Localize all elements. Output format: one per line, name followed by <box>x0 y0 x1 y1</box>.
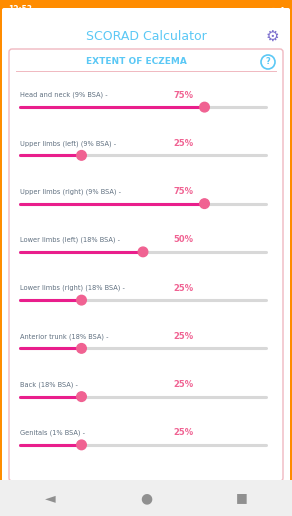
FancyBboxPatch shape <box>2 8 290 484</box>
Text: 25%: 25% <box>173 284 193 293</box>
Text: Lower limbs (right) (18% BSA) -: Lower limbs (right) (18% BSA) - <box>20 285 125 292</box>
Circle shape <box>77 392 86 401</box>
Circle shape <box>77 440 86 449</box>
FancyBboxPatch shape <box>9 49 283 481</box>
Circle shape <box>138 247 148 256</box>
Text: 75%: 75% <box>173 187 193 196</box>
Circle shape <box>200 199 209 208</box>
Text: Lower limbs (left) (18% BSA) -: Lower limbs (left) (18% BSA) - <box>20 237 120 243</box>
Text: ?: ? <box>266 57 270 67</box>
Circle shape <box>261 55 275 69</box>
Bar <box>0 480 292 516</box>
Text: 50%: 50% <box>173 235 193 245</box>
Text: 25%: 25% <box>173 428 193 438</box>
Text: ■: ■ <box>236 492 248 505</box>
Text: Back (18% BSA) -: Back (18% BSA) - <box>20 381 78 388</box>
Text: ⚙: ⚙ <box>265 28 279 43</box>
Text: Upper limbs (right) (9% BSA) -: Upper limbs (right) (9% BSA) - <box>20 188 121 195</box>
Text: hack-cheat.org: hack-cheat.org <box>8 13 67 19</box>
Text: 25%: 25% <box>173 380 193 389</box>
Circle shape <box>77 295 86 305</box>
Text: ◄: ◄ <box>45 491 55 505</box>
Text: SCORAD Calculator: SCORAD Calculator <box>86 29 206 42</box>
Text: EXTENT OF ECZEMA: EXTENT OF ECZEMA <box>86 57 186 67</box>
Text: Head and neck (9% BSA) -: Head and neck (9% BSA) - <box>20 92 108 99</box>
Text: Genitals (1% BSA) -: Genitals (1% BSA) - <box>20 430 85 436</box>
Text: ●: ● <box>140 491 152 505</box>
Text: ▾ ▴ ▮: ▾ ▴ ▮ <box>272 7 284 11</box>
Circle shape <box>77 151 86 160</box>
Text: 25%: 25% <box>173 332 193 341</box>
Circle shape <box>200 102 209 112</box>
Text: 75%: 75% <box>173 91 193 100</box>
Text: Anterior trunk (18% BSA) -: Anterior trunk (18% BSA) - <box>20 333 109 340</box>
Text: Upper limbs (left) (9% BSA) -: Upper limbs (left) (9% BSA) - <box>20 140 116 147</box>
Text: 12:53: 12:53 <box>8 5 32 13</box>
Circle shape <box>77 344 86 353</box>
Text: 25%: 25% <box>173 139 193 148</box>
